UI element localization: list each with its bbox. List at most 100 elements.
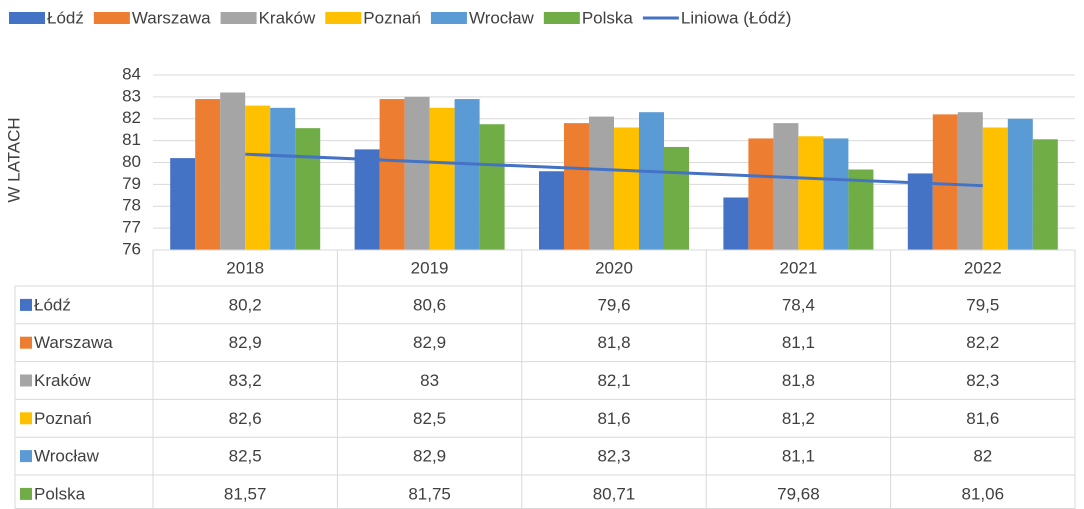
bar (245, 105, 271, 250)
bar (957, 112, 983, 250)
y-tick-label: 84 (122, 64, 141, 83)
table-value: 81,8 (597, 333, 630, 352)
y-tick-label: 78 (122, 196, 141, 215)
y-tick-label: 82 (122, 108, 141, 127)
bar (170, 158, 196, 250)
y-tick-label: 76 (122, 239, 141, 258)
bar (639, 112, 664, 250)
table-value: 82,9 (413, 447, 446, 466)
table-value: 81,06 (962, 484, 1005, 503)
trendline (245, 152, 983, 188)
legend-key (20, 450, 32, 463)
row-label: Wrocław (34, 447, 100, 466)
legend-key (20, 298, 32, 311)
x-tick-label: 2018 (226, 258, 264, 277)
table-value: 82,1 (597, 371, 630, 390)
bar (798, 136, 824, 250)
bar (270, 107, 296, 250)
bar (614, 127, 639, 250)
bar (823, 138, 849, 250)
bar (932, 114, 958, 250)
y-tick-label: 83 (122, 86, 141, 105)
row-label: Polska (34, 484, 86, 503)
bar (354, 149, 380, 250)
table-value: 83,2 (229, 371, 262, 390)
legend-label: Liniowa (Łódź) (681, 8, 792, 27)
legend-key (20, 374, 32, 387)
bar (848, 169, 874, 250)
legend-swatch (543, 12, 580, 24)
y-tick-label: 80 (122, 152, 141, 171)
bar (748, 138, 774, 250)
y-axis-label: W LATACH (4, 117, 23, 202)
table-value: 81,6 (966, 409, 999, 428)
table-value: 80,2 (229, 295, 262, 314)
table-value: 82,9 (413, 333, 446, 352)
table-value: 81,8 (782, 371, 815, 390)
legend-label: Poznań (363, 8, 421, 27)
bar (429, 107, 455, 250)
x-tick-label: 2019 (411, 258, 449, 277)
table-value: 82,2 (966, 333, 999, 352)
table-value: 81,1 (782, 447, 815, 466)
table-value: 80,6 (413, 295, 446, 314)
legend-swatch (9, 12, 45, 24)
table-value: 81,6 (597, 409, 630, 428)
bar (664, 146, 689, 250)
bar (907, 173, 933, 250)
table-value: 79,68 (777, 484, 820, 503)
bar (379, 99, 405, 250)
table-value: 82,6 (229, 409, 262, 428)
bar (1007, 118, 1033, 250)
table-value: 81,1 (782, 333, 815, 352)
table-value: 82,5 (229, 447, 262, 466)
y-tick-label: 77 (122, 218, 141, 237)
bar (1032, 139, 1058, 250)
table-value: 82,3 (966, 371, 999, 390)
bar (723, 197, 749, 250)
bar (773, 123, 799, 250)
legend-label: Warszawa (132, 8, 211, 27)
table-value: 83 (420, 371, 439, 390)
bar (589, 116, 614, 250)
row-label: Poznań (34, 409, 92, 428)
x-tick-label: 2021 (779, 258, 817, 277)
table-value: 81,57 (224, 484, 267, 503)
table-value: 80,71 (593, 484, 636, 503)
legend-label: Polska (582, 8, 634, 27)
legend-key (20, 412, 32, 425)
legend-label: Wrocław (469, 8, 535, 27)
legend-label: Łódź (47, 8, 84, 27)
y-tick-label: 79 (122, 174, 141, 193)
row-label: Warszawa (34, 333, 113, 352)
legend-swatch (220, 12, 257, 24)
table-value: 82,9 (229, 333, 262, 352)
table-value: 82,5 (413, 409, 446, 428)
bar (539, 171, 564, 250)
bar (220, 92, 246, 250)
row-label: Kraków (34, 371, 91, 390)
y-tick-label: 81 (122, 130, 141, 149)
bar (295, 128, 321, 250)
table-value: 82,3 (597, 447, 630, 466)
legend-key (20, 487, 32, 500)
bar (479, 124, 505, 250)
legend-swatch (93, 12, 130, 24)
legend-label: Kraków (259, 8, 316, 27)
x-tick-label: 2022 (964, 258, 1002, 277)
x-tick-label: 2020 (595, 258, 633, 277)
legend-swatch (325, 12, 362, 24)
bar (982, 127, 1008, 250)
bar (404, 96, 430, 250)
row-label: Łódź (34, 295, 71, 314)
legend-key (20, 336, 32, 349)
table-value: 79,6 (597, 295, 630, 314)
bar (454, 99, 480, 250)
table-value: 78,4 (782, 295, 815, 314)
bar (195, 99, 221, 250)
table-value: 79,5 (966, 295, 999, 314)
table-value: 81,75 (408, 484, 451, 503)
table-value: 81,2 (782, 409, 815, 428)
legend-swatch (430, 12, 467, 24)
